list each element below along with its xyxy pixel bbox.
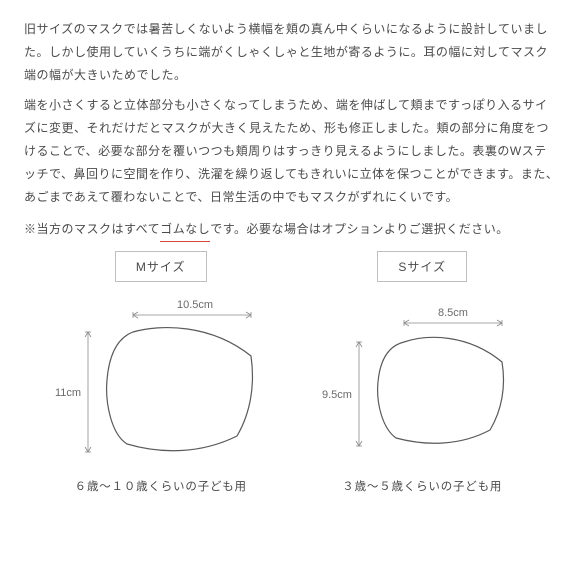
diagram-s: Sサイズ 8.5cm 9.5cm ３歳～５歳くらいの子ども用 (297, 251, 547, 494)
size-label-m: Mサイズ (115, 251, 207, 282)
m-width-dim: 10.5cm (177, 299, 213, 311)
intro-paragraph-1: 旧サイズのマスクでは暑苦しくないよう横幅を頬の真ん中くらいになるように設計してい… (24, 18, 559, 86)
intro-paragraph-2: 端を小さくすると立体部分も小さくなってしまうため、端を伸ばして頬まですっぽり入る… (24, 94, 559, 208)
note-before: ※当方のマスクはすべて (24, 222, 160, 236)
caption-s: ３歳～５歳くらいの子ども用 (342, 478, 502, 494)
diagram-m: Mサイズ 10.5cm 11cm ６歳～１０歳くらいの子ども用 (36, 251, 286, 494)
mask-svg-s: 8.5cm 9.5cm (312, 294, 532, 464)
note-underlined: ゴムなし (160, 218, 210, 241)
m-height-dim: 11cm (55, 387, 81, 399)
note-line: ※当方のマスクはすべてゴムなしです。必要な場合はオプションよりご選択ください。 (24, 218, 559, 241)
note-after: です。必要な場合はオプションよりご選択ください。 (210, 222, 509, 236)
caption-m: ６歳～１０歳くらいの子ども用 (75, 478, 247, 494)
mask-outline-m (106, 328, 252, 451)
diagram-row: Mサイズ 10.5cm 11cm ６歳～１０歳くらいの子ども用 Sサイ (24, 251, 559, 494)
s-width-dim: 8.5cm (438, 307, 468, 319)
mask-outline-s (378, 338, 504, 444)
mask-svg-m: 10.5cm 11cm (51, 294, 271, 464)
s-height-dim: 9.5cm (322, 389, 352, 401)
size-label-s: Sサイズ (377, 251, 467, 282)
